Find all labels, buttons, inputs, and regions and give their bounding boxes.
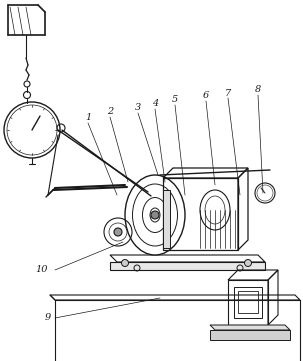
Text: 1: 1 [85,113,91,122]
Polygon shape [210,330,290,340]
Circle shape [245,260,251,266]
Polygon shape [110,262,265,270]
Text: 9: 9 [45,313,51,322]
Circle shape [151,211,159,219]
Circle shape [122,260,128,266]
Polygon shape [163,190,170,248]
Polygon shape [210,325,290,330]
Text: 8: 8 [255,86,261,95]
Ellipse shape [125,175,185,255]
Text: 4: 4 [152,100,158,109]
Ellipse shape [132,184,178,246]
Text: 5: 5 [172,96,178,104]
Text: 2: 2 [107,108,113,117]
Text: 3: 3 [135,104,141,113]
Text: 7: 7 [225,88,231,97]
Circle shape [114,228,122,236]
Text: 10: 10 [36,265,48,274]
Text: 6: 6 [203,91,209,100]
